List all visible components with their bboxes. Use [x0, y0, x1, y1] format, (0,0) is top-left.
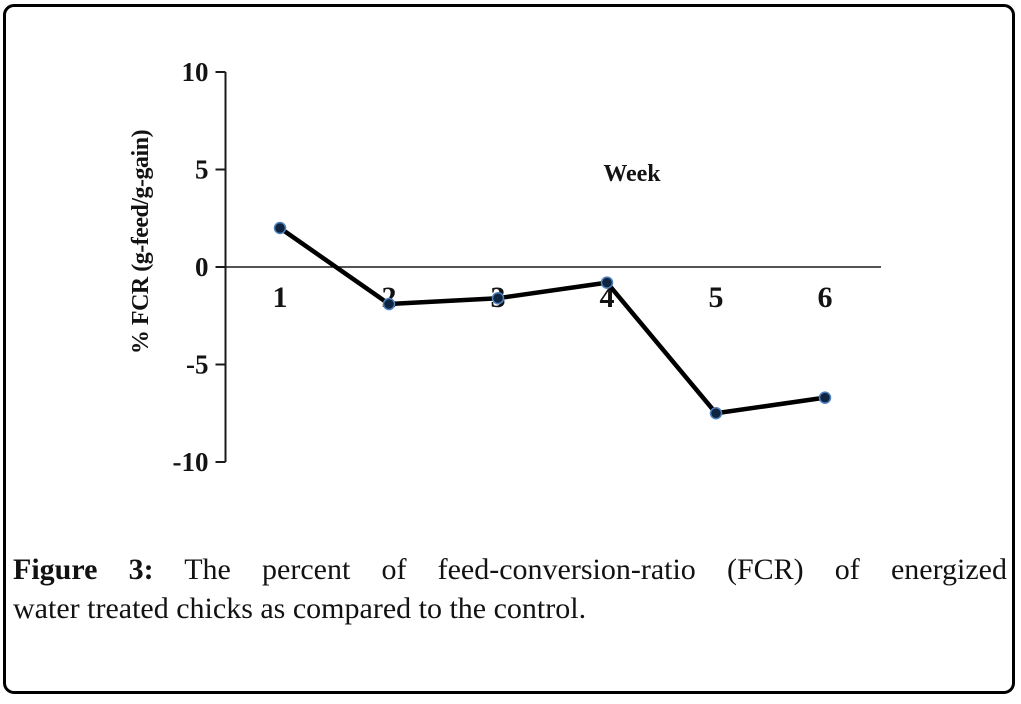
x-tick-label: 1 [273, 281, 288, 314]
figure-caption: Figure 3: The percent of feed-conversion… [13, 550, 1007, 628]
caption-line-1: Figure 3: The percent of feed-conversion… [13, 550, 1007, 589]
caption-text-line1: The percent of feed-conversion-ratio (FC… [184, 553, 1007, 586]
y-tick-label: 0 [195, 252, 209, 282]
caption-text-line2: water treated chicks as compared to the … [13, 592, 587, 625]
x-axis-title: Week [603, 161, 661, 187]
data-line [277, 225, 828, 416]
x-tick-label: 6 [818, 281, 833, 314]
y-tick-label: -10 [173, 447, 209, 477]
y-tick-label: 10 [182, 57, 209, 87]
x-tick-label: 5 [709, 281, 724, 314]
data-point [818, 391, 832, 404]
data-point [600, 276, 614, 289]
y-tick-label: -5 [186, 350, 209, 380]
y-tick-label: 5 [195, 155, 209, 185]
data-point [491, 291, 505, 305]
y-axis-title: % FCR (g-feed/g-gain) [128, 130, 154, 354]
figure-border [3, 4, 1015, 694]
caption-figure-label: Figure 3: [13, 553, 154, 586]
data-point [273, 221, 287, 235]
data-point [382, 297, 396, 311]
data-point [709, 407, 723, 420]
